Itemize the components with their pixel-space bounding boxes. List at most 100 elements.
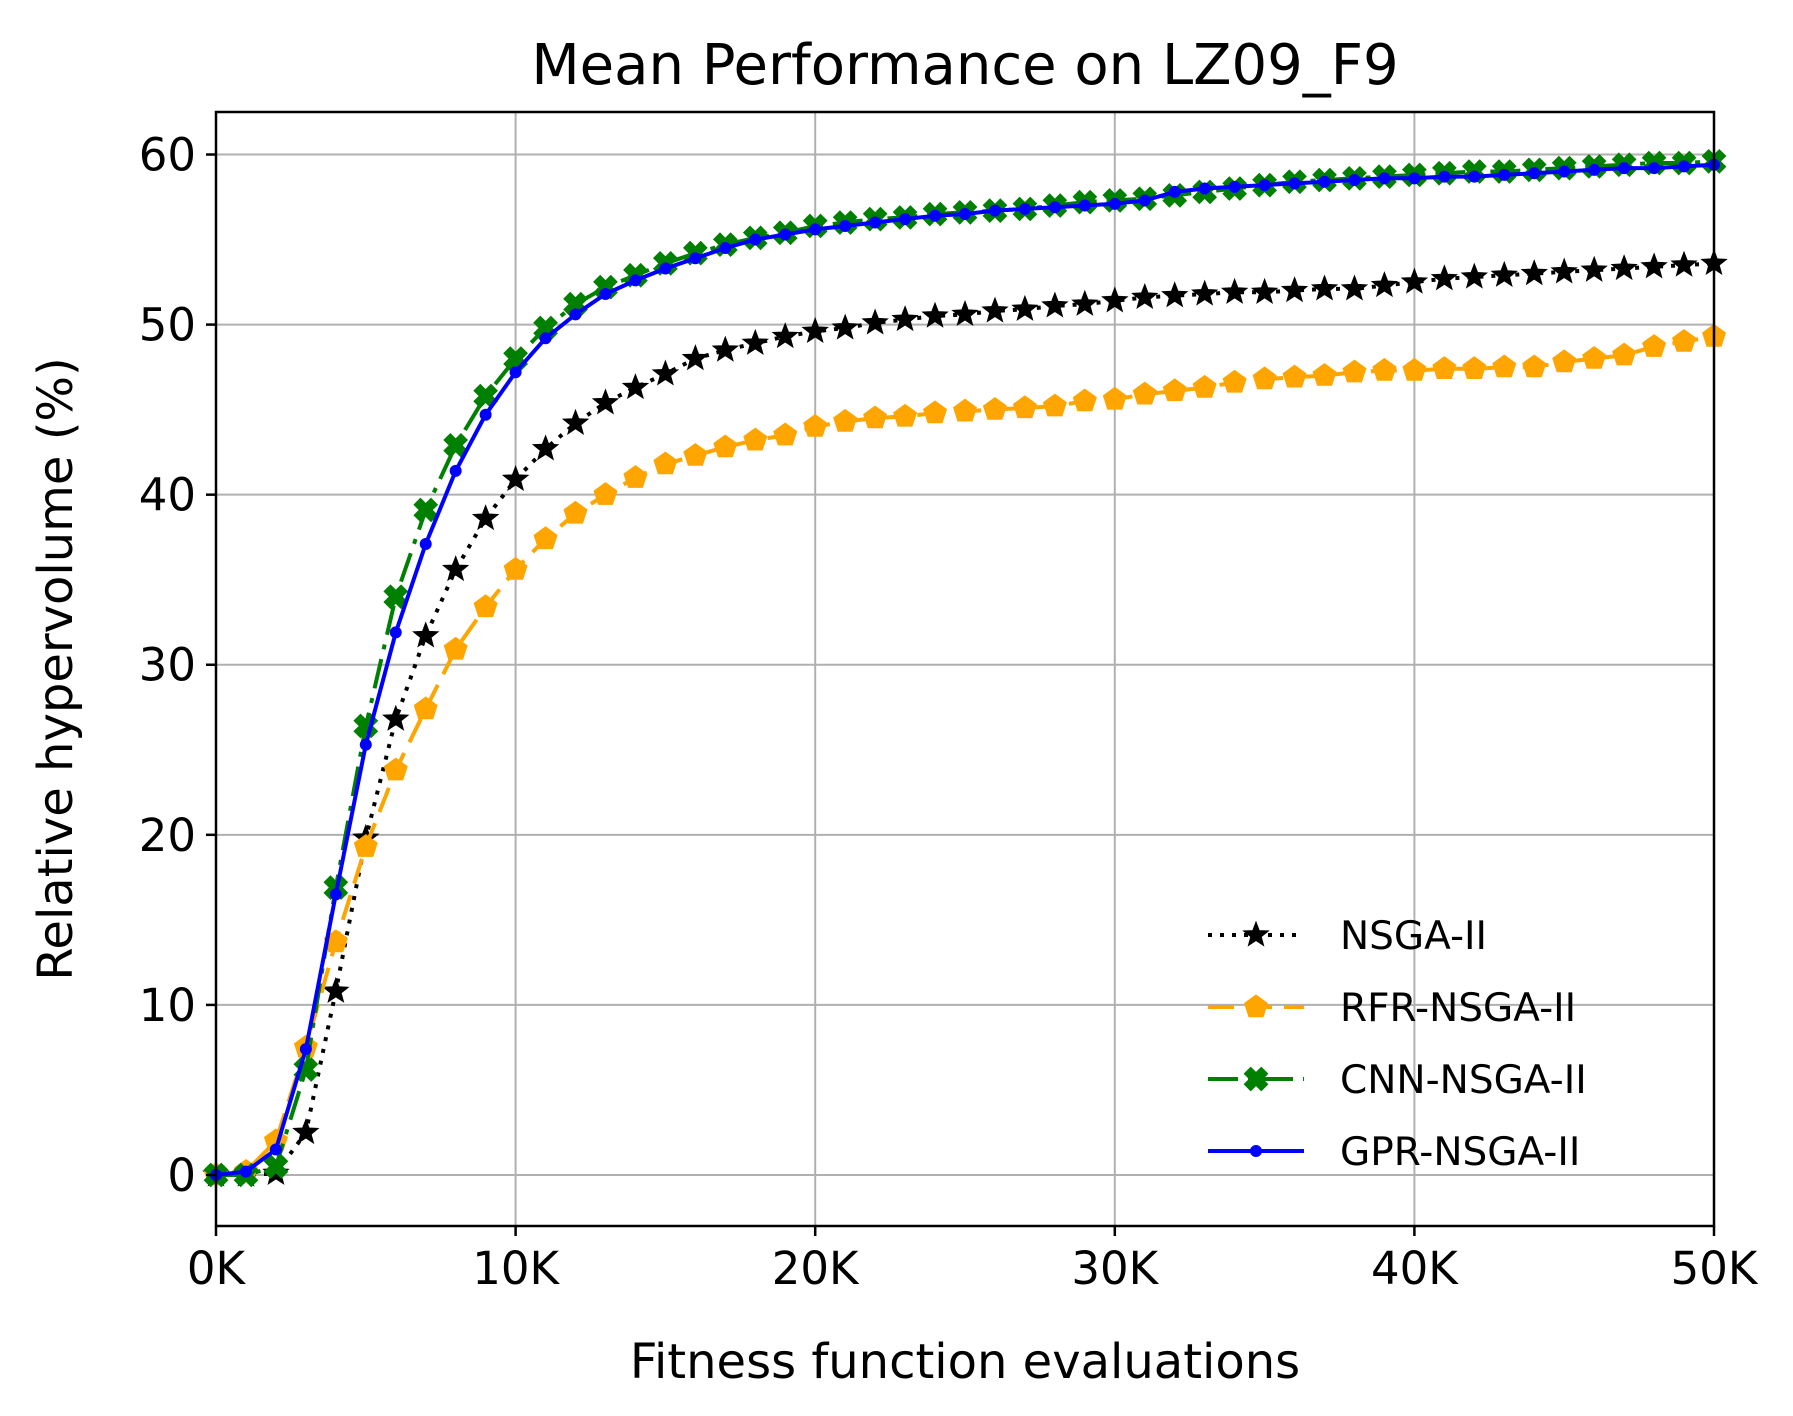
data-point	[449, 464, 462, 477]
data-point	[899, 213, 912, 226]
y-tick-label: 10	[139, 979, 196, 1032]
data-point	[479, 408, 492, 421]
data-point	[1642, 334, 1667, 357]
data-point	[683, 442, 708, 466]
data-point	[771, 322, 799, 349]
data-point	[1348, 174, 1361, 187]
data-point	[1222, 369, 1247, 393]
data-point	[269, 1143, 282, 1156]
data-point	[1550, 257, 1578, 284]
data-point	[359, 738, 372, 751]
data-point	[501, 464, 530, 492]
x-tick-label: 30K	[1071, 1242, 1159, 1295]
data-point	[741, 328, 769, 355]
data-point	[1048, 201, 1061, 214]
series-rfr-nsga-ii	[204, 323, 1726, 1186]
data-point	[959, 208, 971, 221]
legend-label: CNN-NSGA-II	[1340, 1058, 1587, 1103]
plot-frame	[214, 110, 1716, 1228]
data-point	[801, 316, 829, 344]
data-point	[1678, 160, 1691, 173]
legend: NSGA-II RFR-NSGA-II CNN-NSGA-II GPR-NSGA-II	[1208, 914, 1587, 1175]
data-point	[1252, 366, 1277, 390]
data-point	[1131, 282, 1159, 310]
y-tick-label: 60	[139, 129, 196, 182]
data-point	[1280, 276, 1309, 303]
data-point	[441, 555, 470, 582]
data-point	[831, 313, 859, 340]
legend-label: NSGA-II	[1340, 914, 1487, 959]
data-point	[1071, 289, 1099, 316]
data-point	[1528, 167, 1541, 180]
x-tick-label: 10K	[472, 1242, 560, 1295]
data-point	[651, 359, 680, 386]
data-point	[653, 451, 678, 475]
data-point	[719, 242, 732, 255]
data-point	[981, 296, 1009, 323]
y-tick-label: 40	[139, 469, 196, 522]
data-point	[503, 556, 528, 580]
data-point	[561, 408, 590, 435]
x-tick-label: 20K	[772, 1242, 860, 1295]
legend-label: GPR-NSGA-II	[1340, 1130, 1580, 1175]
data-point	[1552, 349, 1577, 373]
data-point	[659, 262, 672, 275]
data-point	[863, 405, 888, 429]
data-point	[951, 299, 979, 327]
legend-marker	[1250, 1145, 1262, 1157]
data-point	[1670, 250, 1698, 277]
data-point	[593, 482, 618, 505]
data-point	[1190, 279, 1219, 306]
x-tick-label: 0K	[187, 1242, 247, 1295]
data-point	[1108, 197, 1121, 210]
data-point	[803, 413, 828, 437]
data-point	[1161, 281, 1189, 308]
data-point	[1618, 162, 1631, 175]
data-point	[1460, 262, 1489, 289]
data-point	[1490, 260, 1518, 287]
data-point	[569, 308, 582, 321]
data-point	[599, 287, 612, 300]
data-point	[1102, 386, 1127, 410]
data-point	[533, 526, 558, 550]
data-point	[891, 305, 919, 332]
data-point	[1011, 294, 1039, 321]
legend-label: RFR-NSGA-II	[1340, 986, 1576, 1031]
data-point	[861, 308, 889, 335]
data-point	[1492, 354, 1517, 378]
data-point	[1288, 177, 1301, 190]
data-point	[473, 594, 498, 618]
data-point	[1520, 259, 1548, 286]
data-point	[743, 427, 768, 451]
data-point	[1198, 182, 1211, 195]
data-point	[383, 757, 408, 781]
y-axis-label: Relative hypervolume (%)	[28, 357, 84, 981]
data-point	[1588, 163, 1601, 176]
series-layer	[202, 148, 1728, 1188]
data-point	[921, 301, 949, 328]
data-point	[982, 396, 1007, 420]
data-point	[1282, 364, 1307, 388]
data-point	[711, 335, 740, 362]
legend-marker	[1243, 1066, 1269, 1092]
data-point	[929, 209, 942, 222]
data-point	[292, 1118, 320, 1145]
data-point	[1312, 362, 1337, 386]
data-point	[1250, 277, 1279, 304]
data-point	[1342, 359, 1367, 383]
data-point	[1138, 194, 1151, 207]
data-point	[299, 1043, 312, 1056]
data-point	[413, 696, 438, 720]
data-point	[1612, 342, 1637, 366]
data-point	[591, 388, 620, 415]
data-point	[1192, 374, 1217, 398]
data-point	[1378, 172, 1391, 185]
data-point	[473, 383, 499, 409]
data-point	[923, 400, 948, 424]
data-point	[988, 204, 1001, 217]
data-point	[1462, 356, 1487, 379]
x-tick-label: 50K	[1671, 1242, 1759, 1295]
data-point	[1408, 172, 1421, 185]
data-point	[1370, 271, 1399, 298]
